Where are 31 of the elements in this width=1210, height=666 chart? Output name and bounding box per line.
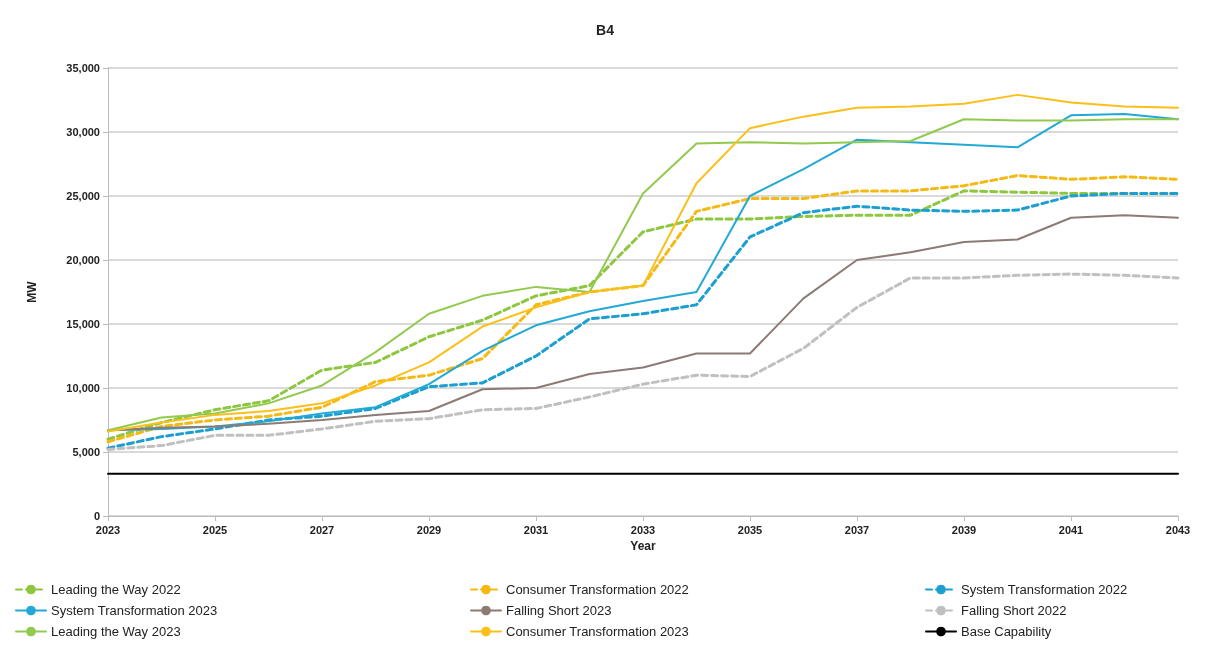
x-tick-label: 2033 — [630, 523, 656, 536]
y-tick-label: 35,000 — [66, 62, 100, 74]
legend-label: Falling Short 2022 — [961, 603, 1067, 618]
x-tick-label: 2039 — [951, 523, 977, 536]
legend-label: Consumer Transformation 2023 — [506, 624, 689, 639]
x-tick-label: 2023 — [95, 523, 121, 536]
x-tick-label: 2037 — [844, 523, 870, 536]
legend-label: Base Capability — [961, 624, 1052, 639]
x-tick-label: 2029 — [416, 523, 442, 536]
legend-label: System Transformation 2022 — [961, 582, 1128, 597]
y-axis-title: MW — [25, 280, 39, 303]
x-axis-title: Year — [630, 539, 657, 553]
y-tick-label: 20,000 — [66, 254, 100, 266]
legend-label: System Transformation 2023 — [51, 603, 218, 618]
legend-label: Leading the Way 2022 — [51, 582, 181, 597]
x-tick-label: 2041 — [1058, 523, 1084, 536]
x-tick-label: 2031 — [523, 523, 549, 536]
y-tick-label: 25,000 — [66, 190, 100, 202]
x-tick-label: 2035 — [737, 523, 763, 536]
y-tick-label: 30,000 — [66, 126, 100, 138]
y-tick-label: 15,000 — [66, 318, 100, 330]
x-tick-label: 2027 — [309, 523, 335, 536]
chart-title: B4 — [596, 22, 615, 38]
y-tick-label: 10,000 — [66, 382, 100, 394]
y-tick-label: 5,000 — [72, 446, 100, 458]
x-tick-label: 2043 — [1165, 523, 1191, 536]
y-tick-label: 0 — [93, 510, 100, 522]
legend-label: Falling Short 2023 — [506, 603, 612, 618]
x-tick-label: 2025 — [202, 523, 228, 536]
legend-label: Leading the Way 2023 — [51, 624, 181, 639]
legend-label: Consumer Transformation 2022 — [506, 582, 689, 597]
